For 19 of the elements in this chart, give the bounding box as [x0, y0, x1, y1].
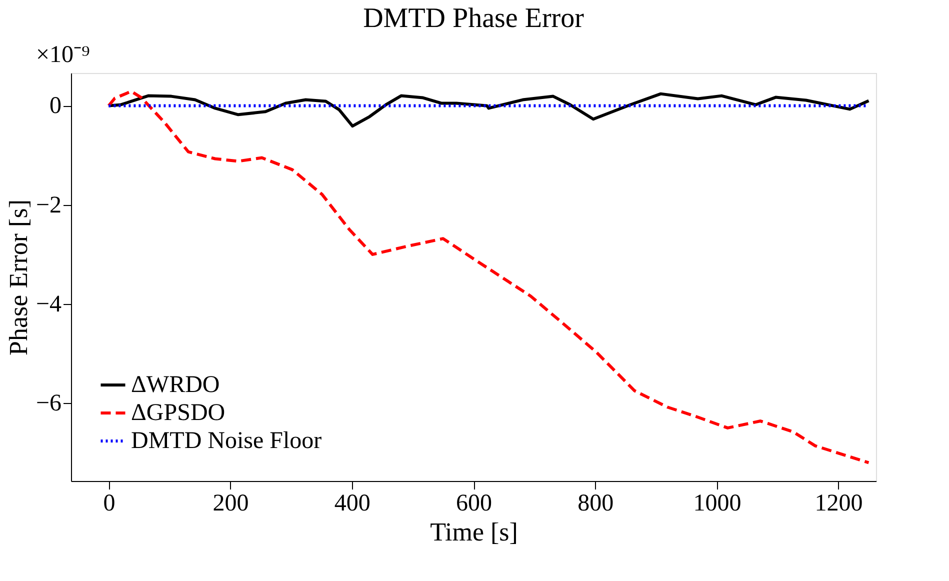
x-tick-label: 400	[334, 490, 370, 516]
x-tick-label: 1200	[814, 490, 863, 516]
x-tick-label: 800	[578, 490, 614, 516]
x-axis-title: Time [s]	[430, 518, 518, 546]
y-tick-label: −6	[36, 390, 62, 417]
y-tick-label: −2	[36, 192, 62, 218]
x-tick-label: 0	[103, 490, 116, 516]
x-tick-label: 600	[456, 490, 492, 516]
y-tick-label: −4	[36, 292, 62, 318]
text: ×10⁻⁹	[36, 42, 90, 68]
legend-label: ΔWRDO	[131, 372, 220, 398]
y-tick-label: 0	[50, 93, 62, 120]
x-tick-label: 200	[212, 490, 249, 516]
y-axis-title: Phase Error [s]	[4, 200, 33, 356]
x-tick-label: 1000	[693, 490, 742, 516]
legend-label: DMTD Noise Floor	[131, 428, 322, 454]
chart-title: DMTD Phase Error	[363, 3, 585, 34]
legend-label: ΔGPSDO	[131, 400, 226, 426]
line-series	[107, 90, 870, 464]
